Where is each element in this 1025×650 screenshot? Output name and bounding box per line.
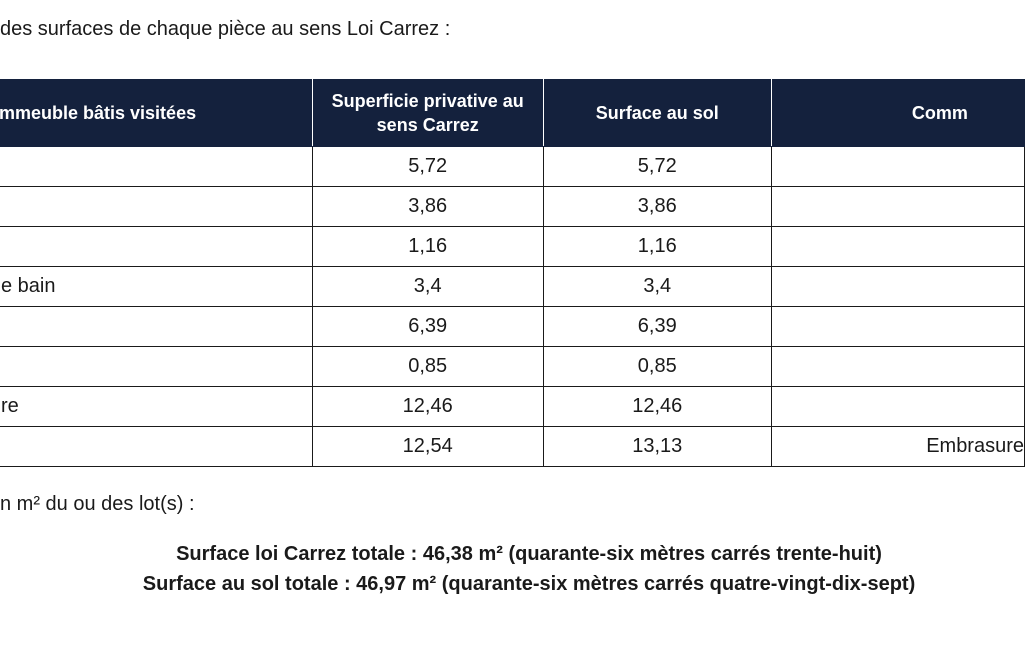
total-sol-text: Surface au sol totale : 46,97 m² (quaran… [142,573,916,595]
sol-cell: 1,16 [542,226,772,267]
table-row: 0,85 0,85 [0,346,1025,387]
intro-text: des surfaces de chaque pièce au sens Loi… [0,18,451,40]
room-cell: e bain [0,266,313,307]
table-row: re 12,46 12,46 [0,386,1025,427]
header-carrez: Superficie privative au sens Carrez [311,79,544,147]
carrez-cell: 3,86 [311,186,544,227]
comment-cell [770,306,1025,347]
total-surface-label: n m² du ou des lot(s) : [0,493,195,515]
header-surface-sol: Surface au sol [542,79,772,147]
carrez-cell: 6,39 [311,306,544,347]
room-cell [0,146,313,187]
table-row: 1,16 1,16 [0,226,1025,267]
room-cell [0,306,313,347]
room-cell [0,426,313,467]
carrez-cell: 3,4 [311,266,544,307]
sol-cell: 13,13 [542,426,772,467]
comment-cell [770,186,1025,227]
comment-cell [770,226,1025,267]
table-header: mmeuble bâtis visitées Superficie privat… [0,79,1025,147]
comment-cell [770,346,1025,387]
room-cell [0,226,313,267]
room-cell [0,186,313,227]
table-row: e bain 3,4 3,4 [0,266,1025,307]
room-cell [0,346,313,387]
surface-table-container: mmeuble bâtis visitées Superficie privat… [0,79,1025,467]
comment-cell: Embrasure [770,426,1025,467]
sol-cell: 0,85 [542,346,772,387]
room-cell: re [0,386,313,427]
sol-cell: 5,72 [542,146,772,187]
table-body: 5,72 5,72 3,86 3,86 1,16 1,16 e bain 3,4… [0,146,1025,467]
total-carrez-text: Surface loi Carrez totale : 46,38 m² (qu… [176,543,882,565]
header-rooms: mmeuble bâtis visitées [0,79,313,147]
comment-cell [770,386,1025,427]
surface-table: mmeuble bâtis visitées Superficie privat… [0,79,1025,467]
comment-cell [770,266,1025,307]
table-row: 5,72 5,72 [0,146,1025,187]
carrez-cell: 12,46 [311,386,544,427]
carrez-cell: 12,54 [311,426,544,467]
carrez-cell: 1,16 [311,226,544,267]
header-comments: Comm [770,79,1025,147]
carrez-cell: 0,85 [311,346,544,387]
table-row: 3,86 3,86 [0,186,1025,227]
sol-cell: 3,86 [542,186,772,227]
sol-cell: 6,39 [542,306,772,347]
sol-cell: 12,46 [542,386,772,427]
table-row: 12,54 13,13 Embrasure [0,426,1025,467]
sol-cell: 3,4 [542,266,772,307]
carrez-cell: 5,72 [311,146,544,187]
table-row: 6,39 6,39 [0,306,1025,347]
comment-cell [770,146,1025,187]
